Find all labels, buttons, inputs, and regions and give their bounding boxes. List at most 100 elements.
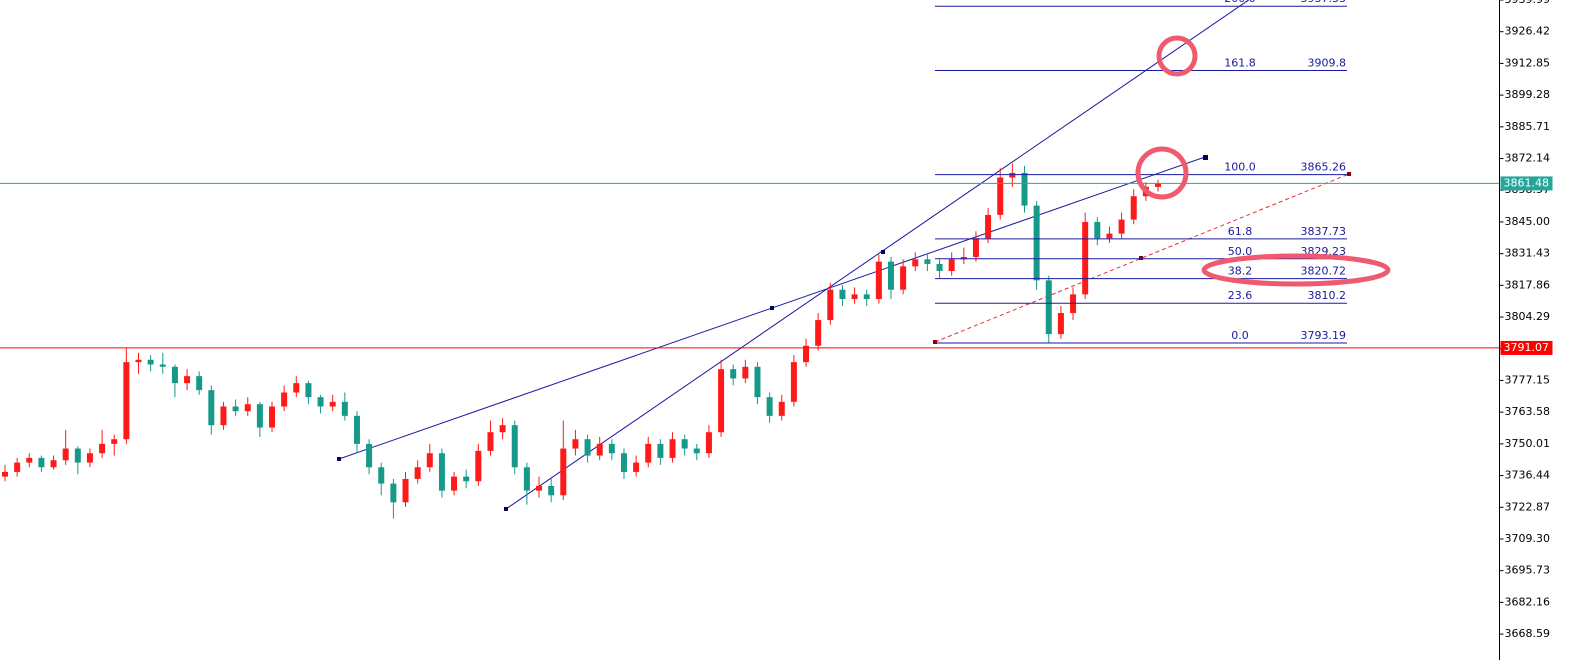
candle-body [548, 485, 555, 496]
candle-body [269, 406, 276, 428]
candle-body [111, 439, 118, 444]
trendlines [337, 0, 1351, 511]
candle-body [366, 443, 373, 468]
candle-body [1021, 172, 1028, 206]
fib-price: 3865.26 [1301, 161, 1347, 174]
y-tick-label: 3695.73 [1505, 564, 1551, 577]
candle-body [778, 401, 785, 416]
fib-price: 3820.72 [1301, 265, 1347, 278]
candle-body [281, 392, 288, 407]
candle-body [256, 404, 263, 428]
fib-price: 3810.2 [1308, 289, 1347, 302]
candle-body [184, 376, 191, 384]
candle-body [390, 483, 397, 503]
candle-body [487, 432, 494, 451]
candle-body [147, 359, 154, 365]
candle-body [232, 406, 239, 412]
candle-body [900, 266, 907, 290]
candle-body [499, 425, 506, 433]
highlight-ellipse [1201, 253, 1391, 287]
candle-body [875, 261, 882, 300]
candle-body [208, 390, 215, 426]
candle-body [936, 263, 943, 271]
y-tick-label: 3722.87 [1505, 500, 1551, 513]
candle-body [26, 457, 33, 463]
y-tick-label: 3926.42 [1505, 25, 1551, 38]
candle-body [912, 259, 919, 267]
candle-body [572, 439, 579, 449]
candle-body [584, 439, 591, 456]
level-price-label-box [1500, 340, 1553, 355]
trendline [505, 0, 1250, 510]
candle-body [1118, 219, 1125, 234]
candle-body [317, 397, 324, 407]
candle-body [196, 376, 203, 391]
candle-body [815, 320, 822, 346]
fib-ratio: 23.6 [1228, 289, 1253, 302]
candles [2, 163, 1161, 519]
candle-body [62, 448, 69, 461]
anchor [504, 507, 508, 511]
y-tick-label: 3872.14 [1505, 152, 1551, 165]
y-tick-label: 3885.71 [1505, 120, 1551, 133]
fib-ratio: 0.0 [1231, 329, 1249, 342]
candle-body [402, 478, 409, 503]
candle-body [293, 383, 300, 393]
candle-body [960, 256, 967, 260]
price-axis: 3939.99 3926.42 3912.85 3899.28 3885.71 3872.… [1499, 0, 1553, 660]
candle-body [341, 401, 348, 416]
candle-body [378, 467, 385, 484]
candle-body [1155, 183, 1161, 187]
candle-body [1130, 196, 1137, 220]
fib-ratio: 161.8 [1224, 57, 1256, 70]
highlight-circle [1156, 35, 1198, 77]
candle-body [924, 259, 931, 264]
candle-body [972, 238, 979, 257]
annotations [1135, 35, 1391, 287]
y-tick-label: 3668.59 [1505, 627, 1551, 640]
last-price-label: 3861.48 [1504, 176, 1550, 189]
candle-body [1045, 280, 1052, 335]
candle-body [463, 476, 470, 482]
candle-body [1033, 205, 1040, 281]
candle-body [839, 289, 846, 300]
candle-body [948, 259, 955, 271]
dashed-trendline [934, 173, 1350, 343]
candle-body [99, 443, 106, 454]
y-tick-label: 3763.58 [1505, 405, 1551, 418]
fib-ratio: 50.0 [1228, 245, 1253, 258]
candle-body [414, 467, 421, 479]
candle-body [511, 425, 518, 468]
fib-ratio: 38.2 [1228, 265, 1253, 278]
candle-body [426, 453, 433, 468]
candle-body [475, 450, 482, 482]
candle-body [669, 439, 676, 458]
candle-body [633, 462, 640, 472]
candle-body [1009, 172, 1016, 178]
y-tick-label: 3736.44 [1505, 469, 1551, 482]
y-tick-label: 3939.99 [1505, 0, 1551, 6]
candle-body [1082, 221, 1089, 295]
fib-price: 3937.33 [1301, 0, 1347, 5]
candle-body [1094, 221, 1101, 239]
candle-body [766, 397, 773, 416]
candle-body [596, 443, 603, 456]
fib-price: 3909.8 [1308, 57, 1347, 70]
candle-body [803, 345, 810, 363]
y-tick-label: 3777.15 [1505, 373, 1551, 386]
candle-body [50, 460, 57, 468]
y-tick-label: 3899.28 [1505, 88, 1551, 101]
anchor [881, 250, 885, 254]
level-price-label: 3791.07 [1504, 341, 1550, 354]
candle-body [123, 362, 130, 440]
candle-body [353, 415, 360, 444]
y-tick-label: 3845.00 [1505, 215, 1551, 228]
anchor [337, 457, 341, 461]
candle-body [693, 448, 700, 454]
y-tick-label: 3817.86 [1505, 278, 1551, 291]
candle-body [863, 294, 870, 300]
candle-body [2, 471, 8, 477]
y-tick-label: 3682.16 [1505, 595, 1551, 608]
